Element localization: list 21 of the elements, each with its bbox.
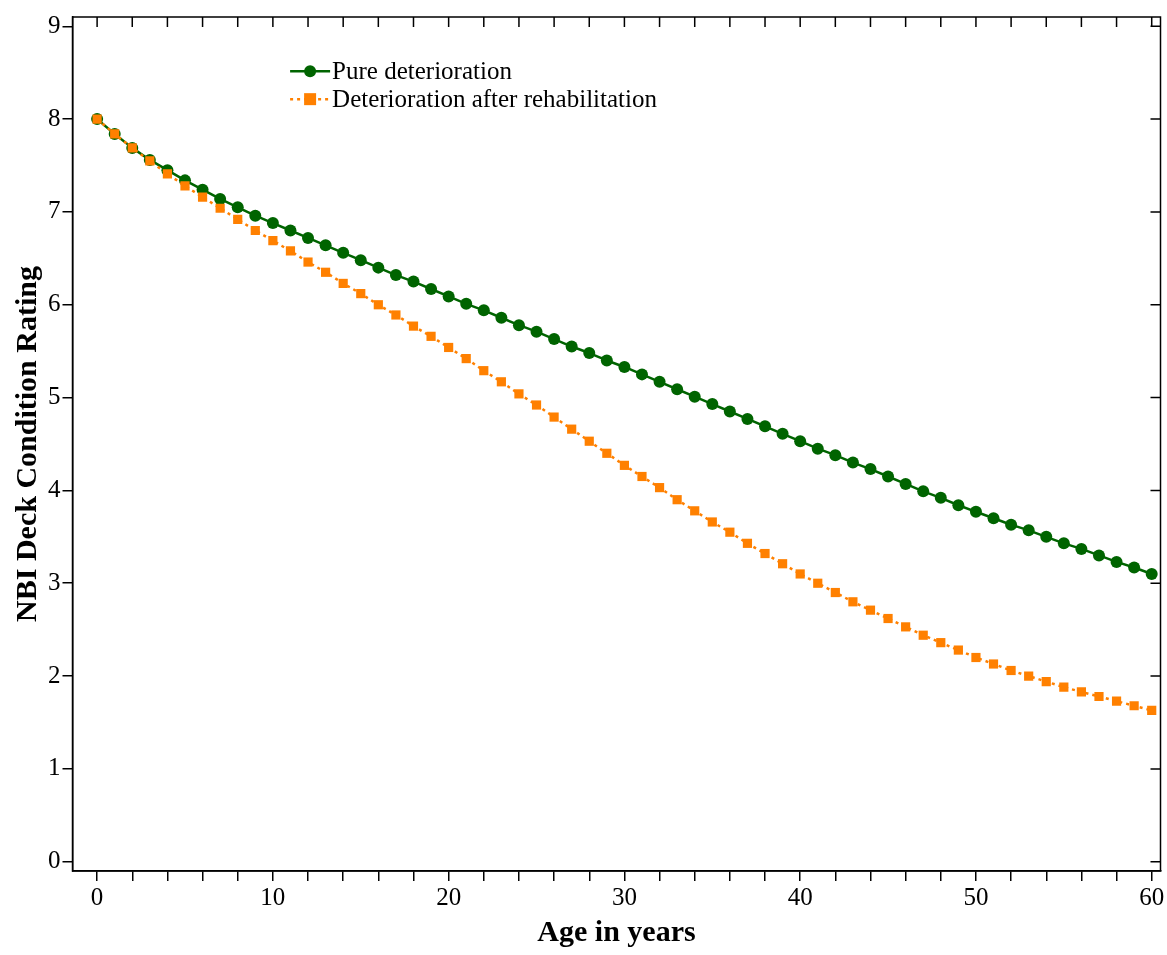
y-tick-label: 9 [48,10,61,38]
y-tick-label: 6 [48,289,61,317]
y-tick-label: 2 [48,660,61,688]
x-tick-label: 30 [611,882,637,910]
y-tick-label: 7 [48,196,61,224]
x-tick-label: 0 [90,882,104,910]
x-tick-label: 20 [436,882,462,910]
y-axis-title: NBI Deck Condition Rating [8,266,42,622]
y-tick-label: 8 [48,103,61,131]
y-tick-label: 4 [48,474,61,502]
x-tick-label: 60 [1139,882,1165,910]
x-tick-label: 50 [963,882,989,910]
legend-label: Deterioration after rehabilitation [332,84,658,112]
legend-label: Pure deterioration [332,56,513,84]
y-tick-label: 1 [48,753,61,781]
y-tick-label: 3 [48,567,61,595]
y-tick-label: 0 [48,846,61,874]
x-axis-title: Age in years [537,913,696,947]
x-tick-label: 10 [260,882,286,910]
y-tick-label: 5 [48,382,61,410]
x-tick-label: 40 [787,882,813,910]
